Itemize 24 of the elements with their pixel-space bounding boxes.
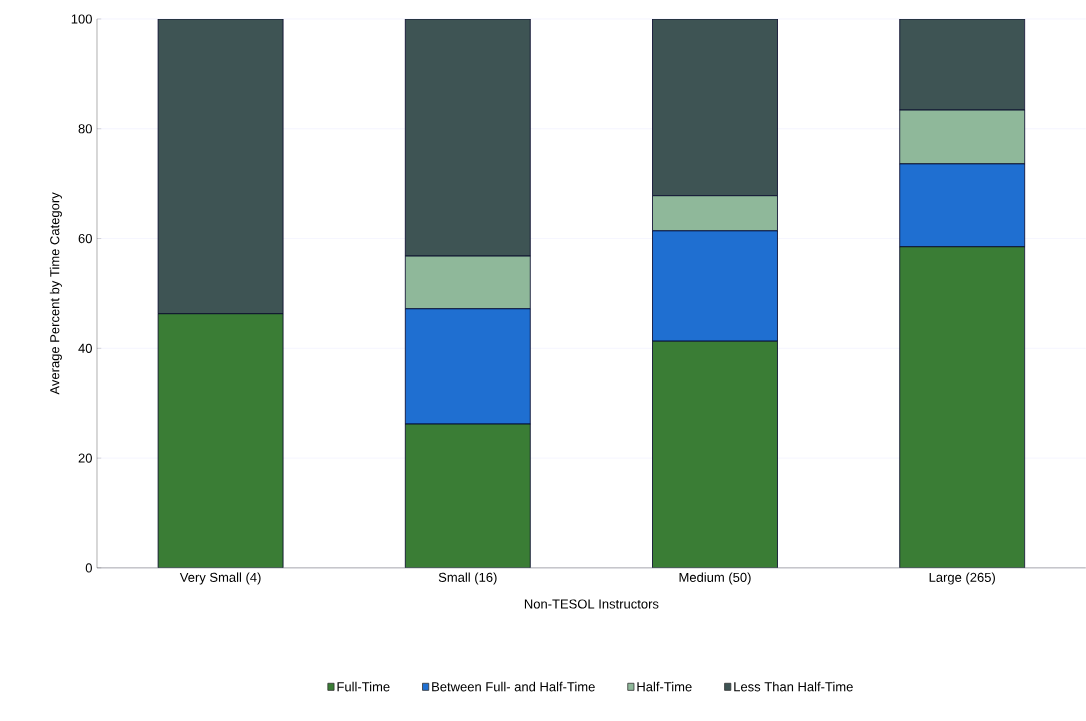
bar [652,340,778,568]
y-tick-label: 100 [71,14,92,24]
legend-label: Between Full- and Half-Time [432,681,595,692]
x-tick-label: Large (265) [929,572,995,585]
y-tick-label: 80 [78,124,92,134]
bar [899,246,1026,568]
y-axis-title: Average Percent by Time Category [49,192,62,395]
bar [157,19,284,315]
y-tick-label: 20 [78,453,92,463]
y-tick-label: 60 [78,234,92,244]
legend-label: Less Than Half-Time [734,681,853,692]
legend-label: Half-Time [637,681,692,692]
x-tick-label: Medium (50) [679,572,751,585]
bar [899,19,1026,111]
bar [404,19,531,257]
y-tick-label: 0 [85,563,92,573]
bar [157,313,284,568]
bar [652,19,778,197]
bar [404,423,531,568]
x-axis-title: Non-TESOL Instructors [524,599,659,609]
x-tick-label: Very Small (4) [179,572,261,585]
legend-label: Full-Time [337,681,390,692]
y-tick-label: 40 [78,343,92,353]
x-tick-label: Small (16) [438,572,497,585]
